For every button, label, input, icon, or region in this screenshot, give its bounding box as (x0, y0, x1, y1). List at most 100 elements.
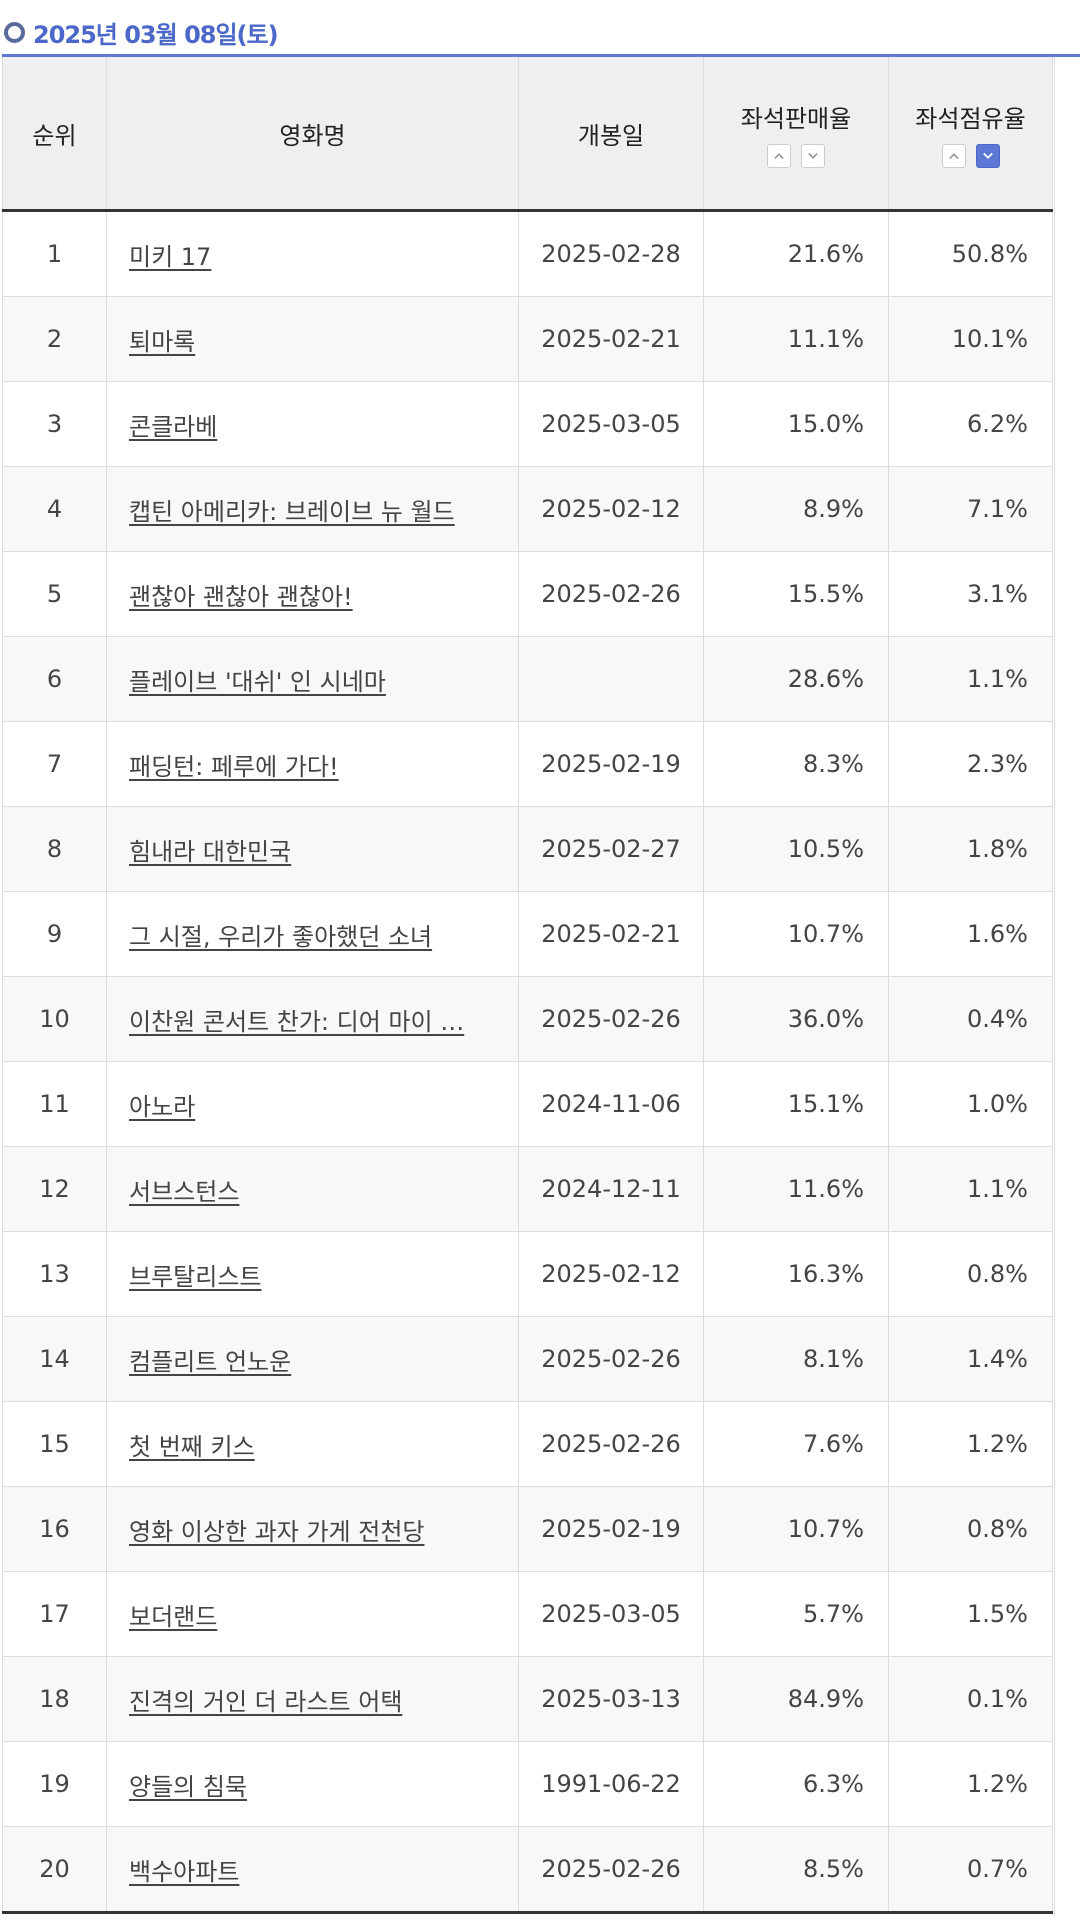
seat-share-cell: 1.8% (888, 806, 1053, 892)
rank-cell: 10 (2, 976, 107, 1062)
rank-cell: 6 (2, 636, 107, 722)
rank-cell: 7 (2, 721, 107, 807)
table-row: 15 첫 번째 키스 2025-02-26 7.6% 1.2% (2, 1401, 1053, 1487)
table-row: 19 양들의 침묵 1991-06-22 6.3% 1.2% (2, 1741, 1053, 1827)
movie-title-link[interactable]: 첫 번째 키스 (129, 1432, 255, 1461)
release-date-cell: 1991-06-22 (518, 1741, 704, 1827)
title-cell: 첫 번째 키스 (106, 1401, 519, 1487)
rank-cell: 12 (2, 1146, 107, 1232)
movie-title-link[interactable]: 컴플리트 언노운 (129, 1347, 292, 1376)
movie-title-link[interactable]: 브루탈리스트 (129, 1262, 262, 1291)
table-row: 8 힘내라 대한민국 2025-02-27 10.5% 1.8% (2, 806, 1053, 892)
rank-cell: 4 (2, 466, 107, 552)
seat-share-cell: 7.1% (888, 466, 1053, 552)
seat-share-cell: 50.8% (888, 210, 1053, 297)
column-header-seat-share-label: 좌석점유율 (915, 104, 1026, 133)
release-date-cell: 2024-12-11 (518, 1146, 704, 1232)
seat-sales-cell: 10.7% (703, 891, 889, 977)
title-cell: 진격의 거인 더 라스트 어택 (106, 1656, 519, 1742)
title-cell: 양들의 침묵 (106, 1741, 519, 1827)
title-cell: 그 시절, 우리가 좋아했던 소녀 (106, 891, 519, 977)
table-row: 20 백수아파트 2025-02-26 8.5% 0.7% (2, 1826, 1053, 1914)
chevron-down-icon (982, 152, 993, 159)
release-date-cell: 2025-02-26 (518, 1316, 704, 1402)
movie-title-link[interactable]: 힘내라 대한민국 (129, 837, 292, 866)
seat-sales-sort-asc-button[interactable] (767, 143, 791, 168)
rank-cell: 14 (2, 1316, 107, 1402)
movie-title-link[interactable]: 영화 이상한 과자 가게 전천당 (129, 1517, 425, 1546)
seat-share-cell: 10.1% (888, 296, 1053, 382)
seat-sales-cell: 16.3% (703, 1231, 889, 1317)
movie-title-link[interactable]: 이찬원 콘서트 찬가: 디어 마이 … (129, 1007, 465, 1036)
release-date-cell: 2025-02-26 (518, 1826, 704, 1914)
seat-share-cell: 6.2% (888, 381, 1053, 467)
rank-cell: 18 (2, 1656, 107, 1742)
release-date-cell: 2025-02-26 (518, 551, 704, 637)
table-row: 16 영화 이상한 과자 가게 전천당 2025-02-19 10.7% 0.8% (2, 1486, 1053, 1572)
seat-share-cell: 1.2% (888, 1741, 1053, 1827)
seat-sales-cell: 36.0% (703, 976, 889, 1062)
movie-title-link[interactable]: 진격의 거인 더 라스트 어택 (129, 1687, 403, 1716)
chevron-down-icon (808, 152, 818, 159)
title-cell: 아노라 (106, 1061, 519, 1147)
seat-sales-cell: 11.6% (703, 1146, 889, 1232)
movie-title-link[interactable]: 콘클라베 (129, 412, 218, 441)
rank-cell: 5 (2, 551, 107, 637)
movie-title-link[interactable]: 그 시절, 우리가 좋아했던 소녀 (129, 922, 433, 951)
seat-share-cell: 0.4% (888, 976, 1053, 1062)
seat-sales-cell: 7.6% (703, 1401, 889, 1487)
seat-share-cell: 0.1% (888, 1656, 1053, 1742)
title-cell: 미키 17 (106, 210, 519, 297)
movie-title-link[interactable]: 플레이브 '대쉬' 인 시네마 (129, 667, 386, 696)
movie-title-link[interactable]: 서브스턴스 (129, 1177, 240, 1206)
release-date-cell: 2025-02-19 (518, 721, 704, 807)
release-date-cell: 2025-02-21 (518, 891, 704, 977)
title-cell: 콘클라베 (106, 381, 519, 467)
movie-title-link[interactable]: 캡틴 아메리카: 브레이브 뉴 월드 (129, 497, 455, 526)
title-cell: 이찬원 콘서트 찬가: 디어 마이 … (106, 976, 519, 1062)
table-row: 6 플레이브 '대쉬' 인 시네마 28.6% 1.1% (2, 636, 1053, 722)
movie-title-link[interactable]: 패딩턴: 페루에 가다! (129, 752, 339, 781)
rank-cell: 19 (2, 1741, 107, 1827)
seat-share-cell: 1.1% (888, 1146, 1053, 1232)
table-row: 3 콘클라베 2025-03-05 15.0% 6.2% (2, 381, 1053, 467)
seat-sales-cell: 11.1% (703, 296, 889, 382)
boxoffice-table-wrapper: 순위 영화명 개봉일 좌석판매율 좌석점유율 (2, 57, 1080, 1916)
table-row: 18 진격의 거인 더 라스트 어택 2025-03-13 84.9% 0.1% (2, 1656, 1053, 1742)
rank-cell: 17 (2, 1571, 107, 1657)
movie-title-link[interactable]: 괜찮아 괜찮아 괜찮아! (129, 582, 353, 611)
rank-cell: 9 (2, 891, 107, 977)
movie-title-link[interactable]: 양들의 침묵 (129, 1772, 248, 1801)
table-row: 5 괜찮아 괜찮아 괜찮아! 2025-02-26 15.5% 3.1% (2, 551, 1053, 637)
header-divider (2, 54, 1080, 57)
chevron-up-icon (948, 152, 959, 159)
rank-cell: 20 (2, 1826, 107, 1914)
seat-share-sort-desc-button[interactable] (975, 143, 1000, 168)
rank-cell: 16 (2, 1486, 107, 1572)
table-row: 1 미키 17 2025-02-28 21.6% 50.8% (2, 210, 1053, 297)
release-date-cell: 2025-02-21 (518, 296, 704, 382)
movie-title-link[interactable]: 아노라 (129, 1092, 196, 1121)
seat-share-cell: 1.4% (888, 1316, 1053, 1402)
movie-title-link[interactable]: 백수아파트 (129, 1857, 240, 1886)
table-row: 13 브루탈리스트 2025-02-12 16.3% 0.8% (2, 1231, 1053, 1317)
movie-title-link[interactable]: 미키 17 (129, 242, 212, 271)
seat-share-sort-asc-button[interactable] (941, 143, 966, 168)
seat-sales-cell: 15.5% (703, 551, 889, 637)
title-cell: 보더랜드 (106, 1571, 519, 1657)
table-row: 7 패딩턴: 페루에 가다! 2025-02-19 8.3% 2.3% (2, 721, 1053, 807)
title-cell: 힘내라 대한민국 (106, 806, 519, 892)
release-date-cell: 2025-02-12 (518, 466, 704, 552)
seat-share-cell: 3.1% (888, 551, 1053, 637)
movie-title-link[interactable]: 퇴마록 (129, 327, 196, 356)
seat-share-sort-buttons (889, 143, 1052, 168)
seat-share-cell: 1.6% (888, 891, 1053, 977)
title-cell: 브루탈리스트 (106, 1231, 519, 1317)
release-date-cell: 2025-02-26 (518, 1401, 704, 1487)
movie-title-link[interactable]: 보더랜드 (129, 1602, 218, 1631)
seat-sales-cell: 84.9% (703, 1656, 889, 1742)
circle-bullet-icon (4, 21, 25, 43)
seat-sales-sort-desc-button[interactable] (801, 143, 825, 168)
date-header: 2025년 03월 08일(토) (4, 14, 279, 50)
table-body: 1 미키 17 2025-02-28 21.6% 50.8% 2 퇴마록 2025-02-21… (2, 210, 1053, 1914)
